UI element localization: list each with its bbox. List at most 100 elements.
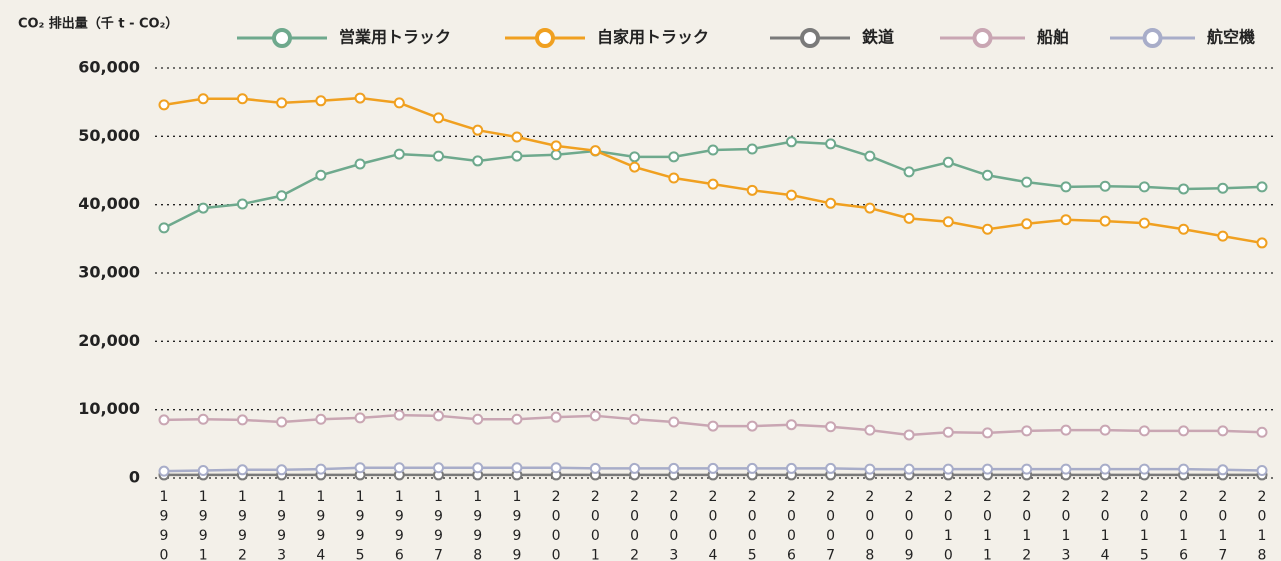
data-point bbox=[550, 140, 562, 152]
legend-label: 船舶 bbox=[1037, 28, 1069, 47]
legend-marker bbox=[972, 28, 993, 48]
data-point bbox=[1256, 181, 1268, 193]
data-point bbox=[236, 464, 248, 476]
data-point bbox=[707, 420, 719, 432]
data-point bbox=[1099, 424, 1111, 436]
data-point bbox=[1021, 218, 1033, 230]
legend-marker bbox=[535, 28, 555, 48]
data-point bbox=[1256, 464, 1268, 476]
data-point bbox=[315, 169, 327, 181]
data-point bbox=[864, 150, 876, 162]
data-point bbox=[433, 410, 444, 422]
data-point bbox=[903, 429, 915, 441]
y-tick-label: 0 bbox=[129, 468, 140, 487]
legend-marker bbox=[272, 28, 292, 48]
data-point bbox=[276, 464, 288, 476]
data-point bbox=[315, 463, 327, 475]
data-point bbox=[433, 462, 444, 474]
data-point bbox=[825, 462, 837, 474]
data-point bbox=[393, 148, 405, 160]
data-point bbox=[864, 202, 876, 214]
data-point bbox=[1060, 424, 1072, 436]
legend-label: 営業用トラック bbox=[339, 28, 451, 47]
legend-marker bbox=[800, 28, 820, 48]
data-point bbox=[668, 462, 680, 474]
data-point bbox=[236, 93, 248, 105]
data-point bbox=[629, 462, 641, 474]
data-point bbox=[1060, 214, 1072, 226]
data-point bbox=[393, 409, 405, 421]
data-point bbox=[825, 421, 837, 433]
data-point bbox=[433, 150, 444, 162]
data-point bbox=[825, 197, 837, 209]
data-point bbox=[1021, 425, 1033, 437]
data-point bbox=[276, 190, 288, 202]
data-point bbox=[511, 150, 523, 162]
data-point bbox=[276, 416, 288, 428]
data-point bbox=[236, 198, 248, 210]
y-tick-label: 40,000 bbox=[78, 194, 140, 213]
data-point bbox=[825, 138, 837, 150]
data-point bbox=[1256, 237, 1268, 249]
data-point bbox=[354, 158, 366, 170]
data-point bbox=[315, 95, 327, 107]
y-tick-label: 60,000 bbox=[78, 58, 140, 77]
data-point bbox=[393, 97, 405, 109]
data-point bbox=[1099, 180, 1111, 192]
y-tick-label: 20,000 bbox=[78, 331, 140, 350]
data-point bbox=[197, 202, 209, 214]
data-point bbox=[158, 99, 170, 111]
data-point bbox=[1138, 217, 1150, 229]
data-point bbox=[550, 411, 562, 423]
legend-marker bbox=[1142, 28, 1163, 48]
data-point bbox=[864, 463, 876, 475]
data-point bbox=[158, 465, 170, 477]
data-point bbox=[746, 462, 758, 474]
data-point bbox=[354, 92, 366, 104]
data-point bbox=[785, 136, 797, 148]
data-point bbox=[668, 172, 680, 184]
data-point bbox=[197, 464, 209, 476]
data-point bbox=[1138, 181, 1150, 193]
data-point bbox=[197, 413, 209, 425]
data-point bbox=[1138, 463, 1150, 475]
data-point bbox=[942, 216, 954, 228]
data-point bbox=[1217, 230, 1229, 242]
data-point bbox=[1099, 463, 1111, 475]
data-point bbox=[982, 463, 993, 475]
data-point bbox=[511, 131, 523, 143]
legend-label: 鉄道 bbox=[862, 28, 894, 47]
data-point bbox=[315, 413, 327, 425]
data-point bbox=[550, 149, 562, 161]
data-point bbox=[472, 462, 484, 474]
data-point bbox=[1178, 463, 1190, 475]
data-point bbox=[472, 124, 484, 136]
legend-label: 航空機 bbox=[1207, 28, 1255, 47]
data-point bbox=[197, 93, 209, 105]
data-point bbox=[511, 413, 523, 425]
data-point bbox=[276, 97, 288, 109]
data-point bbox=[589, 410, 601, 422]
data-point bbox=[1021, 463, 1033, 475]
data-point bbox=[1217, 182, 1229, 194]
data-point bbox=[433, 112, 444, 124]
data-point bbox=[1178, 223, 1190, 235]
data-point bbox=[982, 169, 993, 181]
data-point bbox=[903, 166, 915, 178]
data-point bbox=[707, 462, 719, 474]
data-point bbox=[746, 184, 758, 196]
data-point bbox=[1060, 463, 1072, 475]
